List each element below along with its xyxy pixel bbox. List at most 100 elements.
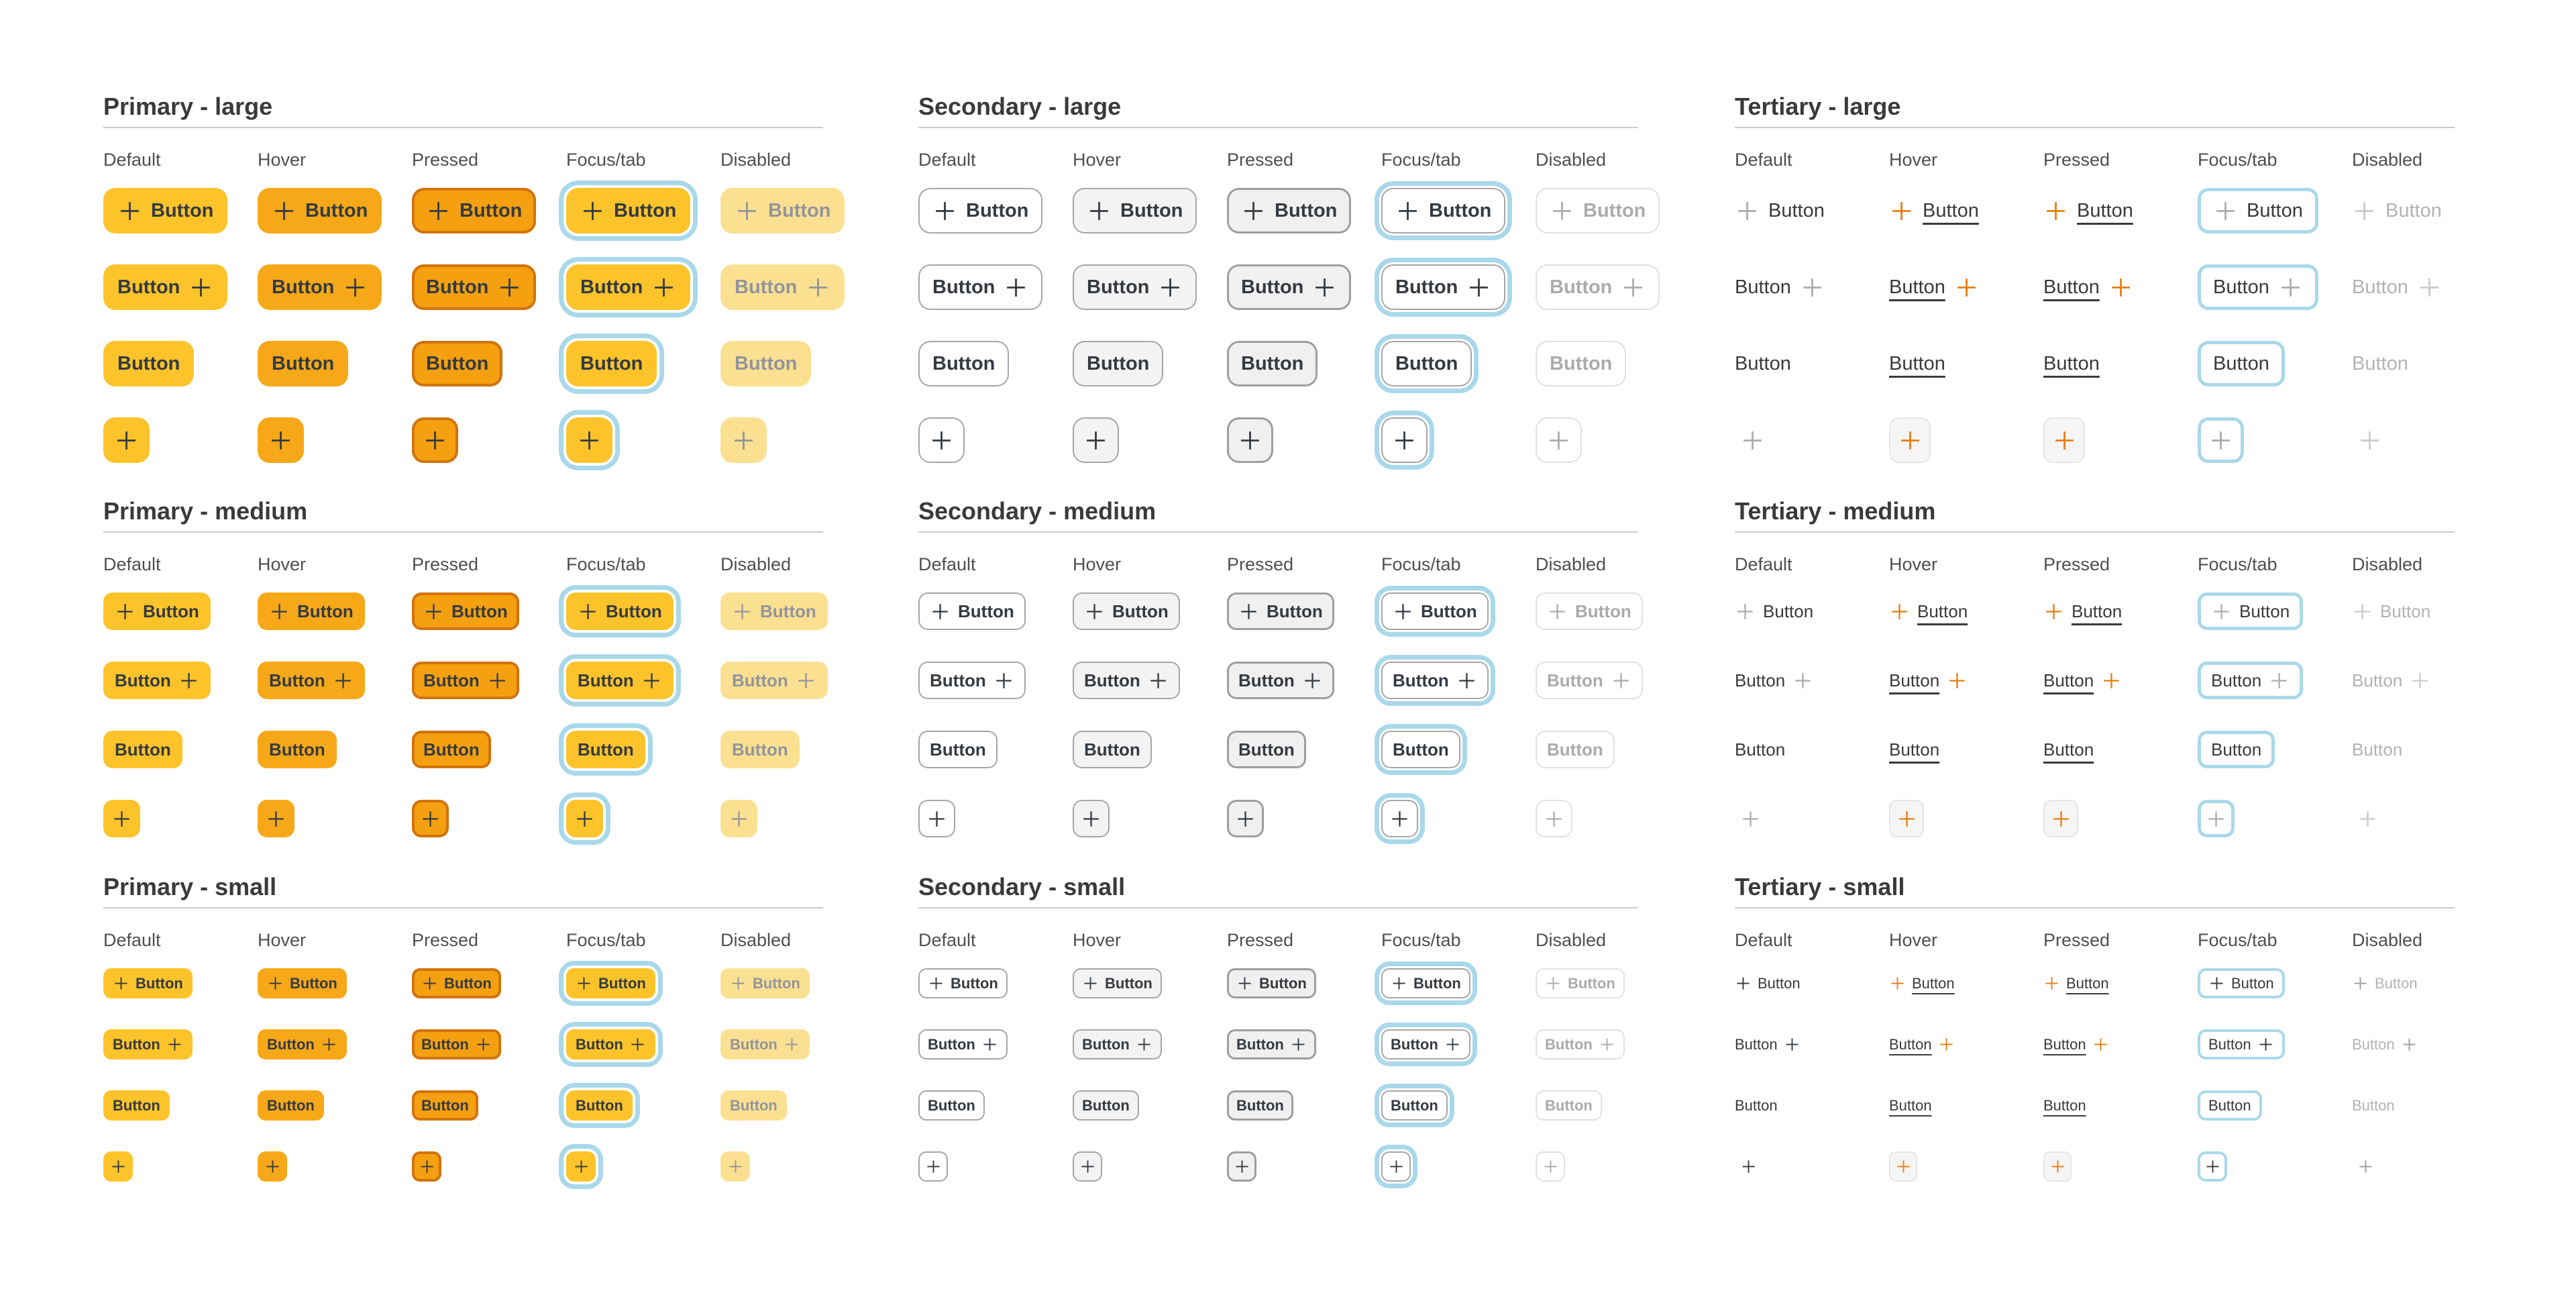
primary-large-hover-label-icon-button[interactable]: Button xyxy=(258,264,382,310)
primary-medium-focus-tab-label-button[interactable]: Button xyxy=(566,731,645,768)
secondary-small-default-icon-button[interactable] xyxy=(918,1151,948,1182)
tertiary-medium-focus-tab-icon-label-button[interactable]: Button xyxy=(2198,592,2304,630)
primary-small-focus-tab-icon-label-button[interactable]: Button xyxy=(566,968,655,998)
primary-small-hover-label-icon-button[interactable]: Button xyxy=(258,1029,347,1059)
secondary-small-pressed-label-button[interactable]: Button xyxy=(1227,1090,1293,1121)
tertiary-large-pressed-icon-label-button[interactable]: Button xyxy=(2043,188,2133,234)
primary-small-default-label-button[interactable]: Button xyxy=(103,1090,170,1121)
secondary-medium-pressed-label-icon-button[interactable]: Button xyxy=(1227,662,1334,699)
tertiary-small-default-icon-button[interactable] xyxy=(1735,1151,1762,1182)
primary-large-focus-tab-label-button[interactable]: Button xyxy=(566,341,657,386)
primary-small-focus-tab-icon-button[interactable] xyxy=(566,1151,596,1182)
secondary-large-pressed-label-icon-button[interactable]: Button xyxy=(1227,264,1352,310)
secondary-medium-default-label-button[interactable]: Button xyxy=(918,731,998,768)
primary-large-pressed-icon-button[interactable] xyxy=(412,417,458,463)
secondary-large-pressed-icon-label-button[interactable]: Button xyxy=(1227,188,1352,234)
tertiary-small-focus-tab-icon-button[interactable] xyxy=(2198,1151,2227,1182)
tertiary-medium-focus-tab-icon-button[interactable] xyxy=(2198,800,2235,837)
secondary-large-hover-icon-label-button[interactable]: Button xyxy=(1073,188,1197,234)
tertiary-medium-hover-icon-label-button[interactable]: Button xyxy=(1889,592,1968,630)
tertiary-medium-pressed-icon-button[interactable] xyxy=(2043,800,2078,837)
primary-medium-default-label-icon-button[interactable]: Button xyxy=(103,662,211,699)
secondary-large-default-label-button[interactable]: Button xyxy=(918,341,1010,386)
primary-medium-focus-tab-label-icon-button[interactable]: Button xyxy=(566,662,674,699)
tertiary-small-default-label-button[interactable]: Button xyxy=(1735,1090,1778,1121)
primary-medium-hover-label-button[interactable]: Button xyxy=(258,731,337,768)
primary-medium-pressed-icon-label-button[interactable]: Button xyxy=(412,592,519,630)
secondary-medium-default-icon-button[interactable] xyxy=(918,800,955,837)
secondary-medium-hover-icon-label-button[interactable]: Button xyxy=(1073,592,1180,630)
primary-large-focus-tab-label-icon-button[interactable]: Button xyxy=(566,264,691,310)
primary-small-pressed-label-button[interactable]: Button xyxy=(412,1090,478,1121)
secondary-medium-focus-tab-label-icon-button[interactable]: Button xyxy=(1381,662,1489,699)
tertiary-large-hover-label-icon-button[interactable]: Button xyxy=(1889,264,1979,310)
primary-small-hover-label-button[interactable]: Button xyxy=(258,1090,324,1121)
secondary-large-focus-tab-label-button[interactable]: Button xyxy=(1381,341,1472,386)
primary-large-hover-label-button[interactable]: Button xyxy=(258,341,349,386)
tertiary-small-pressed-label-icon-button[interactable]: Button xyxy=(2043,1029,2109,1059)
secondary-small-pressed-icon-button[interactable] xyxy=(1227,1151,1256,1182)
tertiary-large-pressed-label-icon-button[interactable]: Button xyxy=(2043,264,2133,310)
tertiary-small-hover-label-icon-button[interactable]: Button xyxy=(1889,1029,1955,1059)
tertiary-medium-hover-icon-button[interactable] xyxy=(1889,800,1924,837)
secondary-small-hover-label-button[interactable]: Button xyxy=(1073,1090,1139,1121)
secondary-large-focus-tab-label-icon-button[interactable]: Button xyxy=(1381,264,1506,310)
tertiary-medium-focus-tab-label-icon-button[interactable]: Button xyxy=(2198,662,2304,699)
tertiary-small-focus-tab-label-button[interactable]: Button xyxy=(2198,1090,2262,1121)
secondary-small-hover-icon-label-button[interactable]: Button xyxy=(1073,968,1162,998)
tertiary-large-focus-tab-icon-button[interactable] xyxy=(2198,417,2244,463)
tertiary-large-hover-icon-label-button[interactable]: Button xyxy=(1889,188,1979,234)
secondary-large-default-icon-button[interactable] xyxy=(918,417,965,463)
tertiary-medium-default-icon-button[interactable] xyxy=(1735,800,1766,837)
primary-small-focus-tab-label-icon-button[interactable]: Button xyxy=(566,1029,655,1059)
primary-large-pressed-icon-label-button[interactable]: Button xyxy=(412,188,537,234)
secondary-medium-pressed-label-button[interactable]: Button xyxy=(1227,731,1306,768)
tertiary-small-default-icon-label-button[interactable]: Button xyxy=(1735,968,1801,998)
primary-small-hover-icon-button[interactable] xyxy=(258,1151,287,1182)
primary-small-pressed-icon-label-button[interactable]: Button xyxy=(412,968,501,998)
primary-medium-default-icon-label-button[interactable]: Button xyxy=(103,592,211,630)
primary-small-pressed-label-icon-button[interactable]: Button xyxy=(412,1029,501,1059)
secondary-large-pressed-label-button[interactable]: Button xyxy=(1227,341,1318,386)
secondary-medium-pressed-icon-label-button[interactable]: Button xyxy=(1227,592,1334,630)
secondary-medium-hover-label-button[interactable]: Button xyxy=(1073,731,1152,768)
primary-medium-hover-icon-button[interactable] xyxy=(258,800,294,837)
secondary-medium-hover-label-icon-button[interactable]: Button xyxy=(1073,662,1180,699)
tertiary-medium-default-icon-label-button[interactable]: Button xyxy=(1735,592,1813,630)
tertiary-large-focus-tab-icon-label-button[interactable]: Button xyxy=(2198,188,2318,234)
tertiary-medium-focus-tab-label-button[interactable]: Button xyxy=(2198,731,2275,768)
secondary-small-default-icon-label-button[interactable]: Button xyxy=(918,968,1008,998)
secondary-small-focus-tab-icon-label-button[interactable]: Button xyxy=(1381,968,1470,998)
secondary-large-focus-tab-icon-button[interactable] xyxy=(1381,417,1428,463)
secondary-large-default-icon-label-button[interactable]: Button xyxy=(918,188,1043,234)
primary-large-pressed-label-icon-button[interactable]: Button xyxy=(412,264,537,310)
secondary-medium-default-icon-label-button[interactable]: Button xyxy=(918,592,1026,630)
primary-large-pressed-label-button[interactable]: Button xyxy=(412,341,503,386)
tertiary-large-default-label-icon-button[interactable]: Button xyxy=(1735,264,1825,310)
tertiary-small-hover-icon-label-button[interactable]: Button xyxy=(1889,968,1955,998)
secondary-small-pressed-icon-label-button[interactable]: Button xyxy=(1227,968,1316,998)
primary-medium-pressed-label-button[interactable]: Button xyxy=(412,731,491,768)
tertiary-large-focus-tab-label-icon-button[interactable]: Button xyxy=(2198,264,2318,310)
secondary-large-default-label-icon-button[interactable]: Button xyxy=(918,264,1043,310)
secondary-large-hover-label-button[interactable]: Button xyxy=(1073,341,1164,386)
primary-medium-pressed-icon-button[interactable] xyxy=(412,800,449,837)
tertiary-medium-default-label-button[interactable]: Button xyxy=(1735,731,1785,768)
primary-small-hover-icon-label-button[interactable]: Button xyxy=(258,968,347,998)
primary-large-default-label-button[interactable]: Button xyxy=(103,341,195,386)
tertiary-small-focus-tab-icon-label-button[interactable]: Button xyxy=(2198,968,2285,998)
secondary-large-hover-icon-button[interactable] xyxy=(1073,417,1119,463)
tertiary-large-default-icon-button[interactable] xyxy=(1735,417,1770,463)
tertiary-large-pressed-label-button[interactable]: Button xyxy=(2043,341,2100,386)
secondary-small-focus-tab-label-button[interactable]: Button xyxy=(1381,1090,1448,1121)
tertiary-large-default-icon-label-button[interactable]: Button xyxy=(1735,188,1825,234)
tertiary-medium-pressed-label-icon-button[interactable]: Button xyxy=(2043,662,2122,699)
tertiary-small-pressed-icon-button[interactable] xyxy=(2043,1151,2072,1182)
secondary-small-default-label-button[interactable]: Button xyxy=(918,1090,985,1121)
primary-small-pressed-icon-button[interactable] xyxy=(412,1151,441,1182)
tertiary-large-hover-icon-button[interactable] xyxy=(1889,417,1931,463)
primary-large-focus-tab-icon-label-button[interactable]: Button xyxy=(566,188,691,234)
primary-medium-pressed-label-icon-button[interactable]: Button xyxy=(412,662,519,699)
secondary-small-hover-icon-button[interactable] xyxy=(1073,1151,1102,1182)
tertiary-small-pressed-label-button[interactable]: Button xyxy=(2043,1090,2086,1121)
